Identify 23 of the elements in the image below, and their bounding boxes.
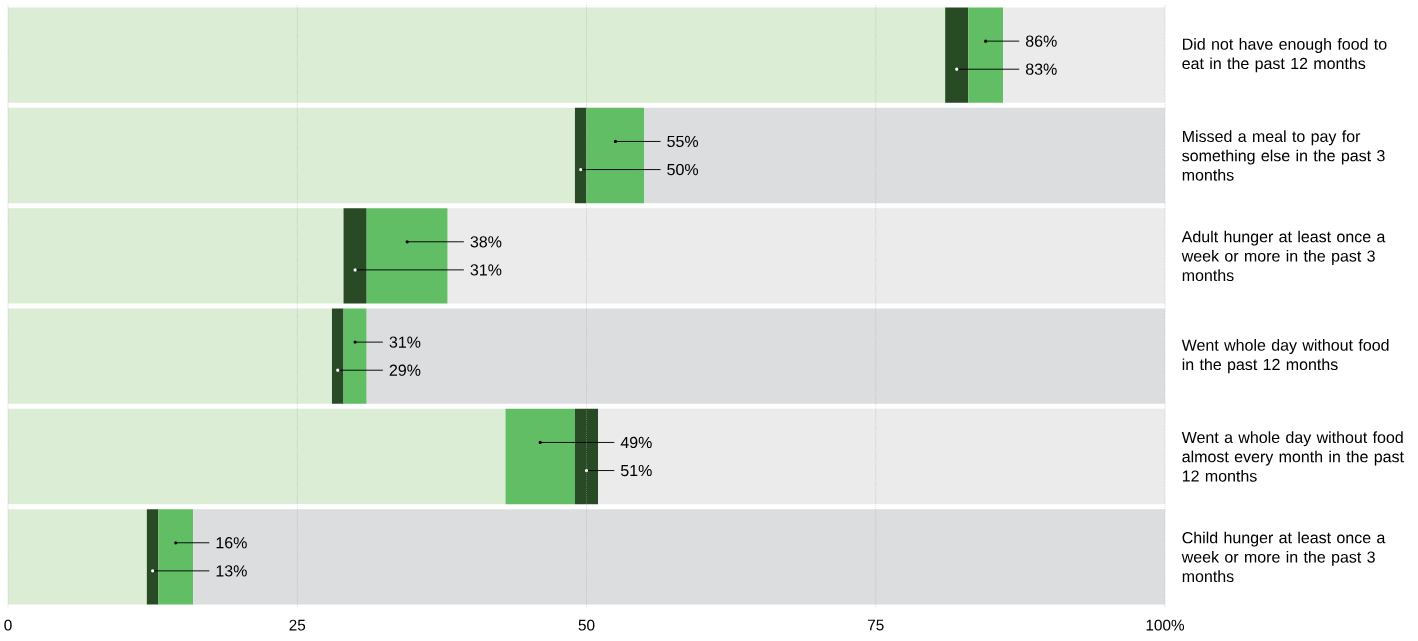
annotation: 86% [1025, 35, 1057, 47]
y-tick-label: Went a whole day without food almost every month in the past 12 months [1181, 431, 1404, 482]
annotation: 50% [667, 163, 699, 176]
y-tick-label: Did not have enough food to eat in the past 12 months [1182, 38, 1387, 73]
annotation: 51% [620, 464, 652, 477]
annotation: 83% [1025, 63, 1057, 75]
annotation: 13% [216, 565, 247, 577]
y-tick-label: Adult hunger at least once a week or more in the past 3 months [1181, 230, 1386, 282]
x-tick-label: 25 [289, 619, 306, 631]
annotation: 49% [620, 436, 652, 449]
y-tick-label: Missed a meal to pay for something else in the past 3 months [1182, 130, 1385, 181]
y-tick-label: Child hunger at least once a week or more in the past 3 months [1181, 531, 1386, 583]
annotation: 55% [667, 135, 699, 148]
annotation: 16% [216, 537, 247, 549]
y-tick-label: Went whole day without food in the past 12 months [1181, 339, 1389, 374]
x-tick-label: 0 [4, 619, 12, 631]
x-tick-label: 100% [1146, 619, 1185, 631]
annotation: 29% [389, 364, 421, 376]
x-tick-label: 75 [868, 619, 884, 631]
annotation: 38% [470, 236, 502, 248]
x-tick-label: 50 [578, 619, 595, 631]
annotation: 31% [389, 336, 421, 348]
annotation: 31% [470, 264, 502, 276]
